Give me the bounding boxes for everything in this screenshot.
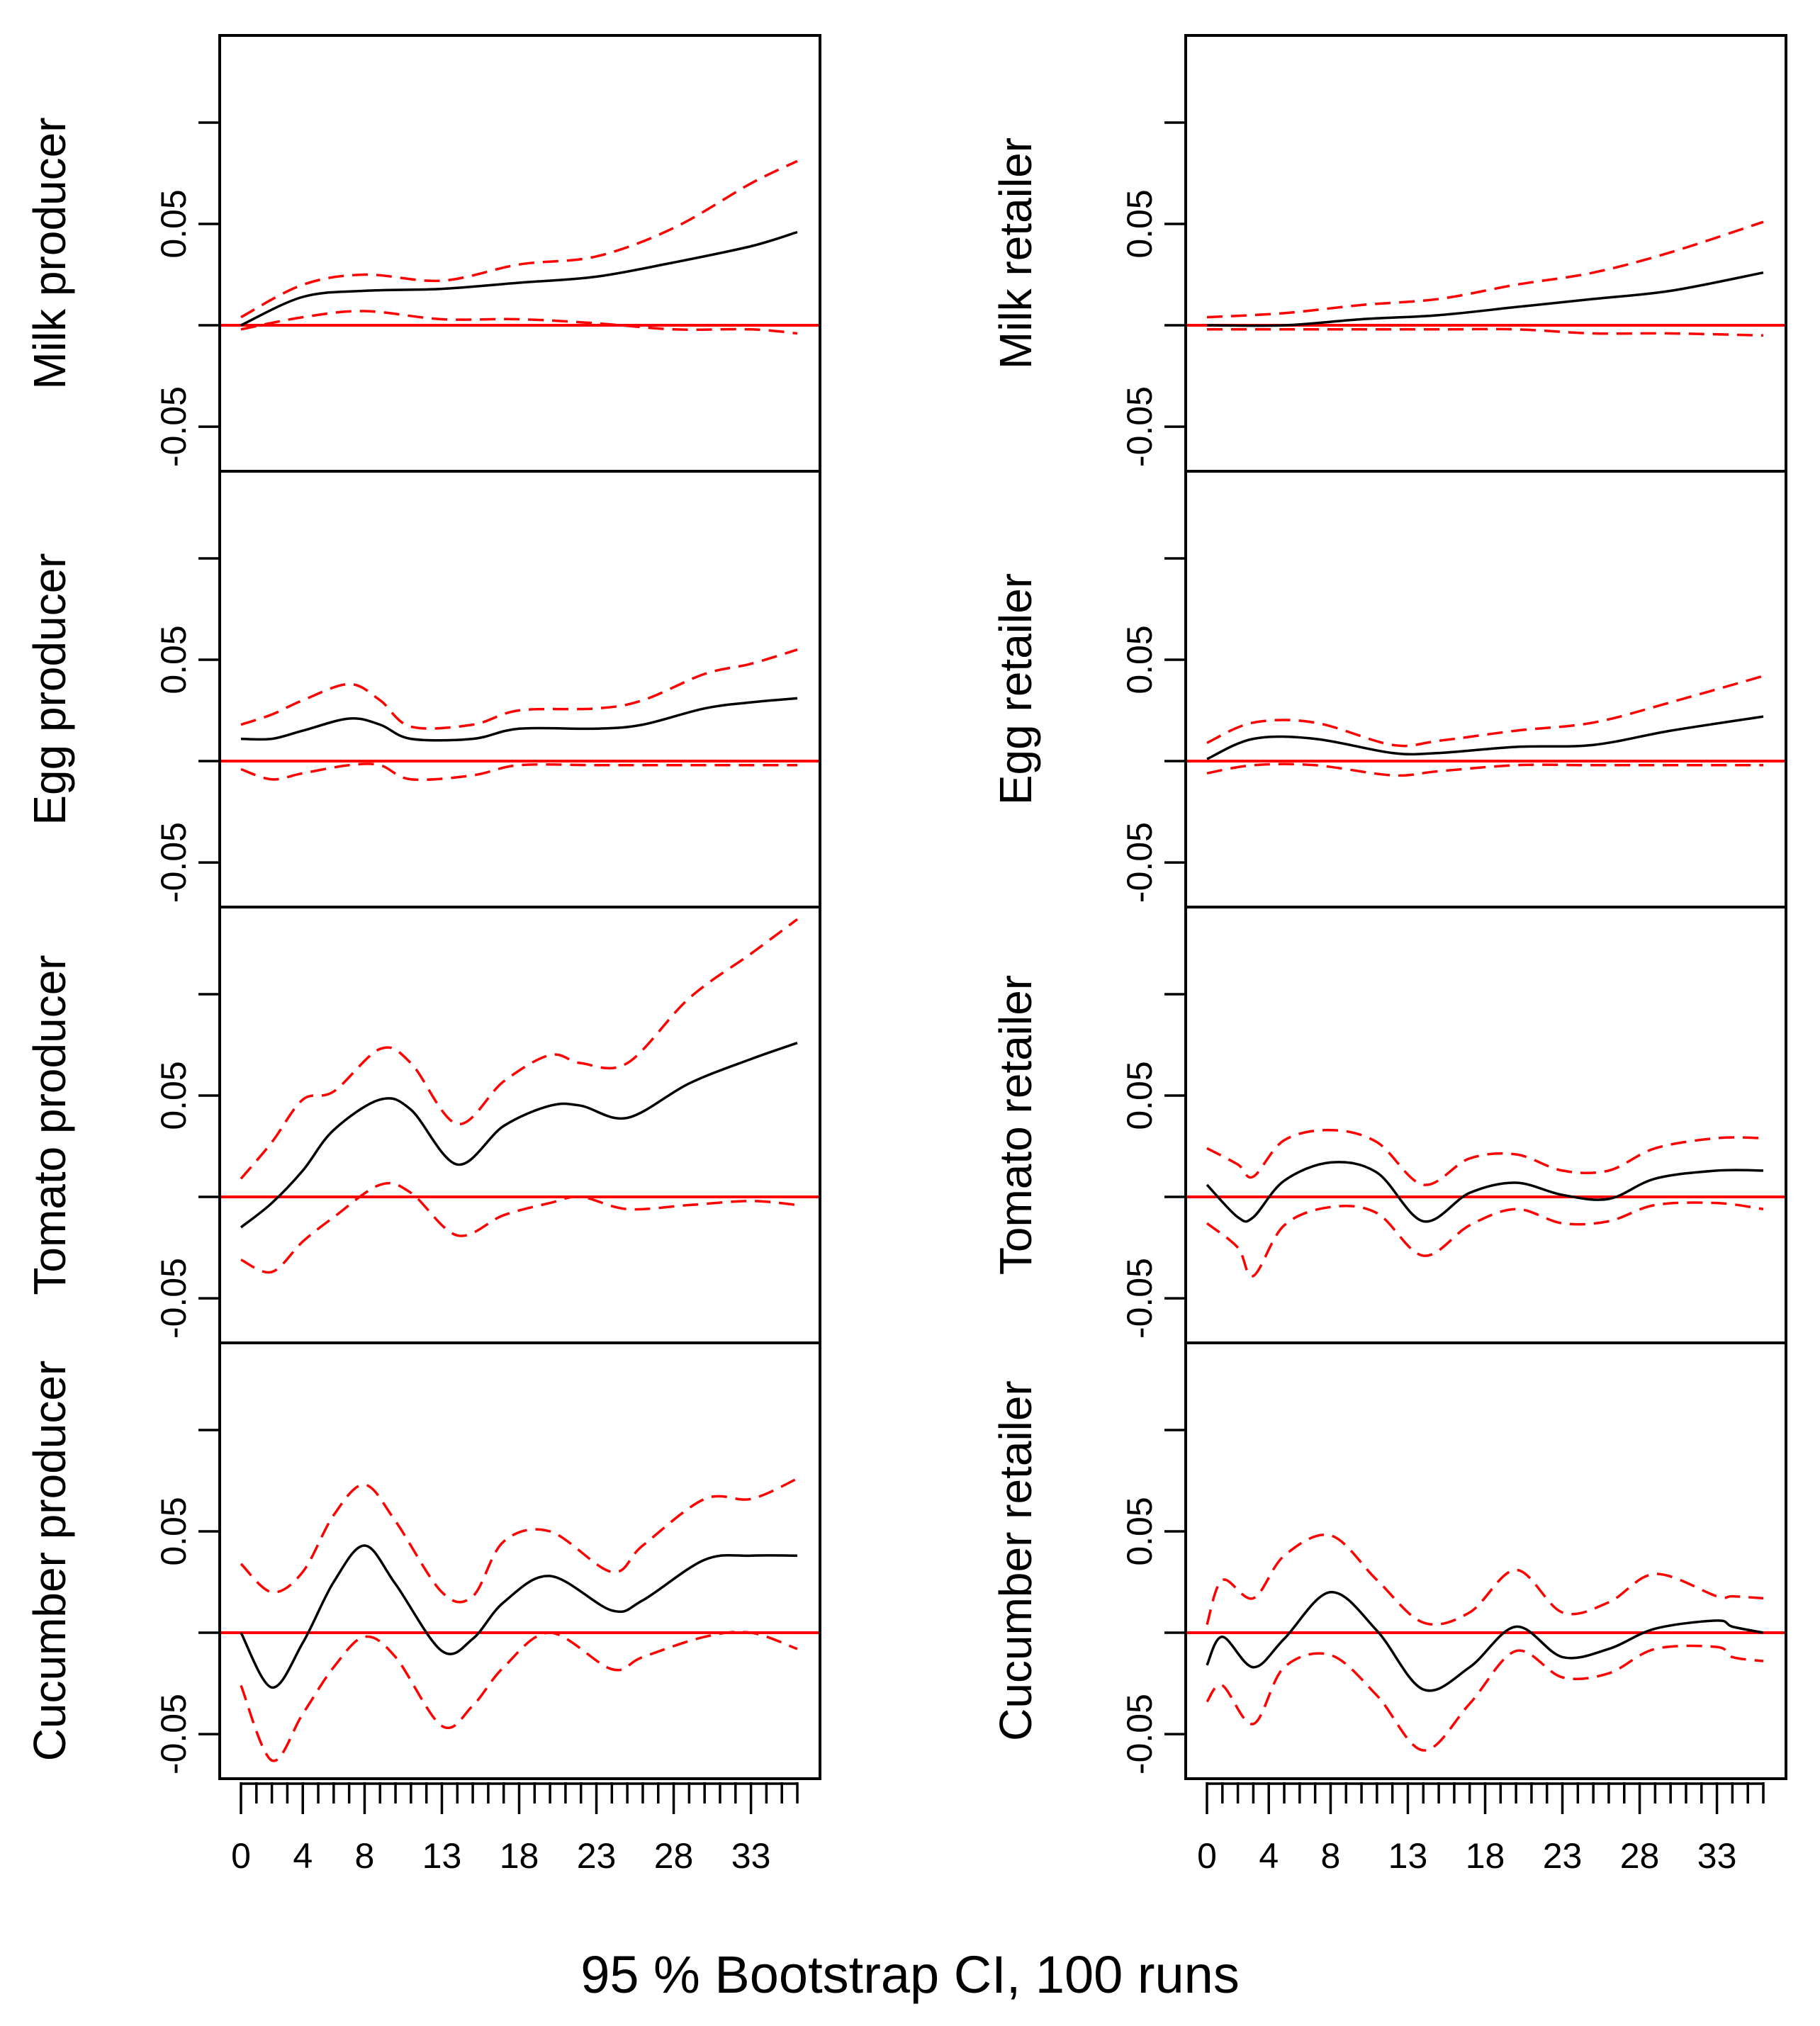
plot-area: -0.05 0.05 Milk producer -0.05 0.05 Egg produ… — [24, 34, 1787, 1876]
y-tick-label: 0.05 — [154, 189, 193, 258]
lower-ci-line — [1207, 327, 1764, 337]
y-tick-label: -0.05 — [154, 1694, 193, 1774]
panel-frame — [1184, 1341, 1787, 1780]
panel-label: Cucumber retailer — [990, 1380, 1041, 1741]
lower-ci-line — [240, 310, 798, 335]
panel-milk-producer: -0.05 0.05 Milk producer — [24, 34, 821, 473]
irf-line — [1206, 1591, 1764, 1692]
upper-ci-line — [240, 648, 798, 730]
lower-ci-line — [1206, 1201, 1764, 1278]
upper-ci-line — [1206, 220, 1764, 319]
panel-cucumber-retailer: -0.05 0.05 Cucumber retailer — [990, 1341, 1787, 1780]
lower-ci-line — [240, 1181, 798, 1274]
upper-ci-line — [1206, 1128, 1764, 1186]
x-tick-label: 0 — [231, 1836, 251, 1876]
panel-label: Milk producer — [24, 117, 75, 389]
irf-line — [240, 1544, 798, 1689]
y-tick-label: 0.05 — [1120, 1061, 1159, 1130]
x-tick-label: 4 — [1259, 1836, 1279, 1876]
x-tick-label: 8 — [1321, 1836, 1341, 1876]
y-tick-label: -0.05 — [1120, 822, 1159, 903]
upper-ci-line — [240, 918, 799, 1180]
x-tick-label: 23 — [577, 1836, 617, 1876]
lower-ci-line — [240, 1631, 798, 1762]
panel-egg-producer: -0.05 0.05 Egg producer — [24, 470, 821, 908]
panel-milk-retailer: -0.05 0.05 Milk retailer — [990, 34, 1787, 473]
y-tick-label: 0.05 — [1120, 1497, 1159, 1565]
y-tick-label: 0.05 — [1120, 189, 1159, 258]
lower-ci-line — [1206, 762, 1763, 777]
upper-ci-line — [1206, 675, 1764, 748]
x-tick-label: 18 — [1466, 1836, 1505, 1876]
panel-label: Egg retailer — [990, 573, 1041, 805]
panel-tomato-producer: -0.05 0.05 Tomato producer — [24, 906, 821, 1344]
y-tick-label: -0.05 — [154, 1258, 193, 1339]
x-tick-label: 13 — [1388, 1836, 1428, 1876]
x-tick-label: 13 — [422, 1836, 462, 1876]
x-axis-col-1: 0 4 8 13 18 23 28 33 — [231, 1782, 799, 1876]
y-tick-label: -0.05 — [154, 822, 193, 903]
irf-line — [1206, 1161, 1764, 1223]
panel-label: Tomato retailer — [990, 975, 1041, 1275]
x-tick-label: 28 — [654, 1836, 694, 1876]
panel-label: Cucumber producer — [24, 1361, 75, 1762]
panel-tomato-retailer: -0.05 0.05 Tomato retailer — [990, 906, 1787, 1344]
y-tick-label: 0.05 — [154, 1497, 193, 1565]
y-tick-label: -0.05 — [154, 386, 193, 467]
y-tick-label: -0.05 — [1120, 1694, 1159, 1774]
x-tick-label: 4 — [293, 1836, 313, 1876]
irf-line — [240, 697, 798, 742]
x-tick-label: 33 — [1697, 1836, 1737, 1876]
upper-ci-line — [1206, 1533, 1764, 1626]
panel-label: Tomato producer — [24, 955, 75, 1295]
y-tick-label: -0.05 — [1120, 1258, 1159, 1339]
x-tick-label: 8 — [355, 1836, 375, 1876]
x-tick-label: 23 — [1543, 1836, 1583, 1876]
x-axis-col-2: 0 4 8 13 18 23 28 33 — [1197, 1782, 1765, 1876]
panel-label: Egg producer — [24, 553, 75, 825]
upper-ci-line — [240, 159, 798, 319]
x-tick-label: 18 — [500, 1836, 539, 1876]
lower-ci-line — [240, 762, 797, 782]
y-tick-label: 0.05 — [1120, 625, 1159, 694]
upper-ci-line — [240, 1478, 798, 1604]
x-tick-label: 0 — [1197, 1836, 1217, 1876]
y-tick-label: 0.05 — [154, 1061, 193, 1130]
irf-line — [240, 1042, 798, 1229]
panel-cucumber-producer: -0.05 0.05 Cucumber producer — [24, 1341, 821, 1780]
irf-line — [240, 230, 798, 327]
irf-line — [1206, 715, 1764, 760]
y-tick-label: 0.05 — [154, 625, 193, 694]
y-tick-label: -0.05 — [1120, 386, 1159, 467]
x-tick-label: 28 — [1620, 1836, 1660, 1876]
irf-line — [1206, 271, 1764, 327]
panel-label: Milk retailer — [990, 137, 1041, 369]
x-tick-label: 33 — [731, 1836, 771, 1876]
panel-frame — [218, 1341, 821, 1780]
figure-caption: 95 % Bootstrap CI, 100 runs — [580, 1945, 1240, 2004]
